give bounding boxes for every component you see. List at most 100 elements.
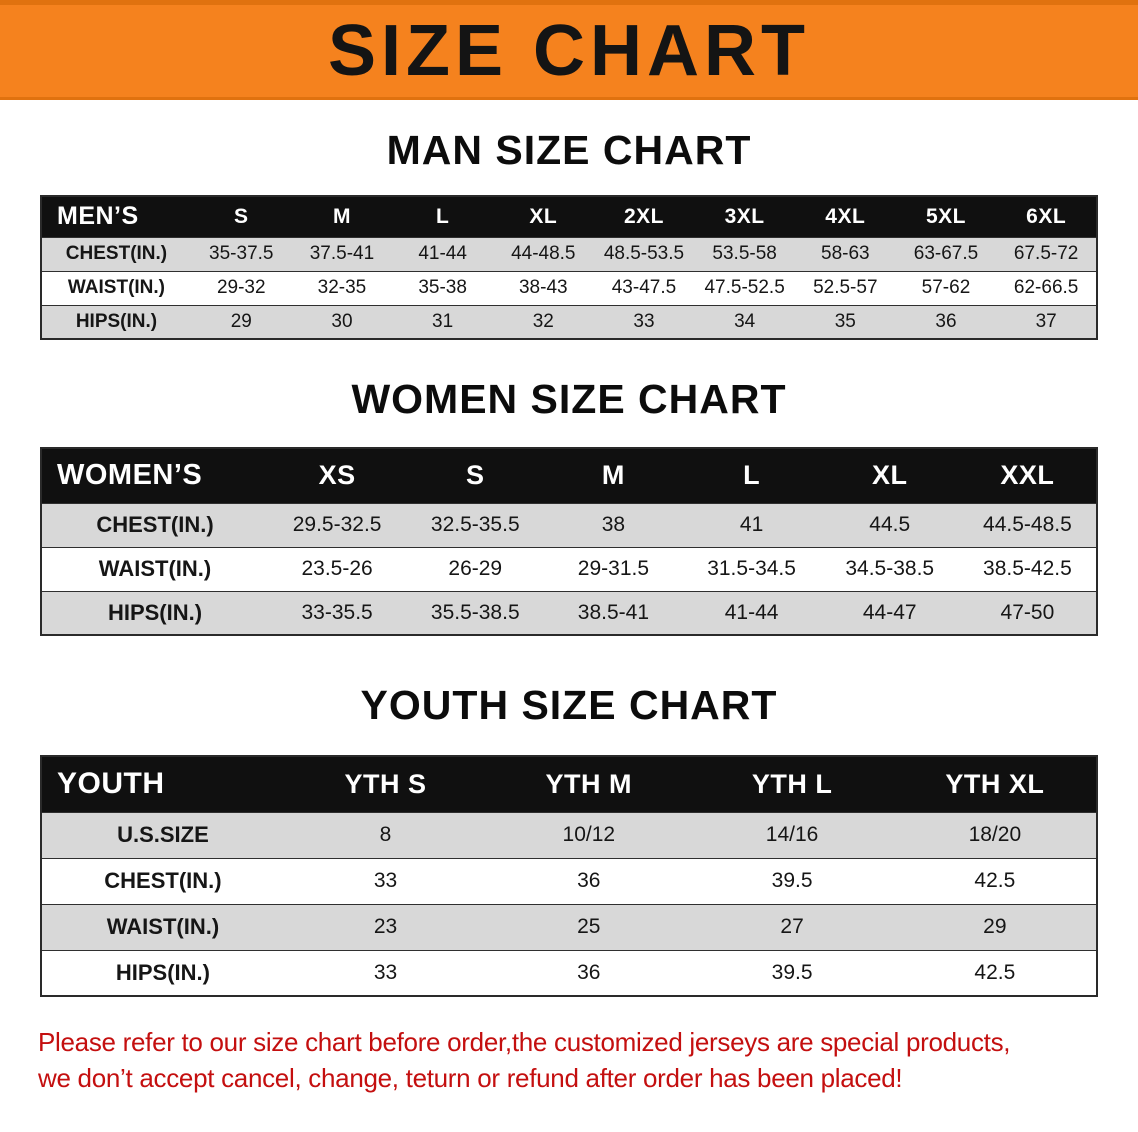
size-header-cell: XL <box>820 448 959 503</box>
men-section: MAN SIZE CHART MEN’S S M L XL 2XL 3XL 4XL 5XL 6XL… <box>0 127 1138 340</box>
size-value-cell: 37 <box>996 304 1097 339</box>
size-header-cell: YTH M <box>487 756 691 812</box>
size-value-cell: 47.5-52.5 <box>694 270 795 305</box>
size-value-cell: 30 <box>291 304 393 339</box>
size-header-cell: 4XL <box>794 196 896 237</box>
size-value-cell: 37.5-41 <box>291 236 393 271</box>
size-value-cell: 43-47.5 <box>593 270 695 305</box>
men-section-heading: MAN SIZE CHART <box>386 127 752 173</box>
size-value-cell: 52.5-57 <box>794 270 896 305</box>
row-label: HIPS(IN.) <box>41 304 191 339</box>
size-value-cell: 8 <box>283 811 488 858</box>
size-header-cell: M <box>291 196 393 237</box>
size-value-cell: 36 <box>487 857 691 904</box>
disclaimer: Please refer to our size chart before or… <box>38 1024 1100 1097</box>
size-header-cell: L <box>392 196 493 237</box>
size-header-cell: XL <box>492 196 594 237</box>
table-header-row: MEN’S S M L XL 2XL 3XL 4XL 5XL 6XL <box>41 196 1097 237</box>
row-label: U.S.SIZE <box>41 811 284 858</box>
table-row: HIPS(IN.) 29 30 31 32 33 34 35 36 37 <box>41 304 1097 339</box>
size-value-cell: 48.5-53.5 <box>593 236 695 271</box>
table-row: HIPS(IN.) 33 36 39.5 42.5 <box>41 949 1097 996</box>
size-value-cell: 26-29 <box>406 546 545 591</box>
size-header-cell: YTH S <box>283 756 488 812</box>
size-value-cell: 33-35.5 <box>268 590 407 635</box>
youth-size-table: YOUTH YTH S YTH M YTH L YTH XL U.S.SIZE 8 10/12… <box>40 755 1098 997</box>
row-label: CHEST(IN.) <box>41 857 284 904</box>
size-value-cell: 57-62 <box>895 270 997 305</box>
row-label: WAIST(IN.) <box>41 270 191 305</box>
size-value-cell: 29.5-32.5 <box>268 502 407 547</box>
row-label: CHEST(IN.) <box>41 236 191 271</box>
table-row: CHEST(IN.) 35-37.5 37.5-41 41-44 44-48.5 48.5… <box>41 236 1097 271</box>
size-value-cell: 23 <box>283 903 488 950</box>
size-value-cell: 32-35 <box>291 270 393 305</box>
table-row: HIPS(IN.) 33-35.5 35.5-38.5 38.5-41 41-44 44-… <box>41 590 1097 635</box>
size-header-cell: XS <box>268 448 407 503</box>
women-section: WOMEN SIZE CHART WOMEN’S XS S M L XL XXL CHEST(… <box>0 376 1138 636</box>
size-value-cell: 36 <box>895 304 997 339</box>
size-value-cell: 44-48.5 <box>492 236 594 271</box>
size-value-cell: 35-38 <box>392 270 493 305</box>
table-row: WAIST(IN.) 23.5-26 26-29 29-31.5 31.5-34.5 34… <box>41 546 1097 591</box>
size-value-cell: 31.5-34.5 <box>682 546 821 591</box>
size-header-cell: 3XL <box>694 196 795 237</box>
size-value-cell: 58-63 <box>794 236 896 271</box>
row-label: WAIST(IN.) <box>41 546 269 591</box>
size-value-cell: 35-37.5 <box>190 236 292 271</box>
men-size-table: MEN’S S M L XL 2XL 3XL 4XL 5XL 6XL CHEST(IN.) 35-37… <box>40 195 1098 340</box>
size-header-cell: 2XL <box>593 196 695 237</box>
table-row: WAIST(IN.) 29-32 32-35 35-38 38-43 43-47.5 47.… <box>41 270 1097 305</box>
table-title-cell: MEN’S <box>41 196 191 237</box>
size-value-cell: 42.5 <box>893 857 1097 904</box>
disclaimer-line-2: we don’t accept cancel, change, teturn o… <box>38 1063 903 1094</box>
table-row: CHEST(IN.) 33 36 39.5 42.5 <box>41 857 1097 904</box>
size-header-cell: 6XL <box>996 196 1097 237</box>
size-value-cell: 27 <box>690 903 894 950</box>
row-label: WAIST(IN.) <box>41 903 284 950</box>
size-chart-banner: SIZE CHART <box>0 0 1138 100</box>
table-title-cell: YOUTH <box>41 756 284 812</box>
size-value-cell: 14/16 <box>690 811 894 858</box>
size-value-cell: 47-50 <box>958 590 1097 635</box>
size-value-cell: 31 <box>392 304 493 339</box>
row-label: HIPS(IN.) <box>41 590 269 635</box>
size-value-cell: 34 <box>694 304 795 339</box>
size-value-cell: 39.5 <box>690 857 894 904</box>
size-value-cell: 23.5-26 <box>268 546 407 591</box>
size-header-cell: M <box>544 448 683 503</box>
size-value-cell: 29 <box>190 304 292 339</box>
table-row: U.S.SIZE 8 10/12 14/16 18/20 <box>41 811 1097 858</box>
table-header-row: WOMEN’S XS S M L XL XXL <box>41 448 1097 503</box>
banner-title: SIZE CHART <box>328 11 810 91</box>
women-size-table: WOMEN’S XS S M L XL XXL CHEST(IN.) 29.5-32.5 32.5… <box>40 447 1098 636</box>
women-section-heading: WOMEN SIZE CHART <box>351 376 787 422</box>
size-header-cell: S <box>406 448 545 503</box>
size-value-cell: 36 <box>487 949 691 996</box>
size-value-cell: 32 <box>492 304 594 339</box>
disclaimer-line-1: Please refer to our size chart before or… <box>38 1027 1011 1057</box>
size-value-cell: 29-31.5 <box>544 546 683 591</box>
size-value-cell: 32.5-35.5 <box>406 502 545 547</box>
size-value-cell: 18/20 <box>893 811 1097 858</box>
size-header-cell: YTH XL <box>893 756 1097 812</box>
size-value-cell: 38.5-41 <box>544 590 683 635</box>
row-label: HIPS(IN.) <box>41 949 284 996</box>
size-value-cell: 29 <box>893 903 1097 950</box>
table-row: CHEST(IN.) 29.5-32.5 32.5-35.5 38 41 44.5 44.5… <box>41 502 1097 547</box>
size-value-cell: 25 <box>487 903 691 950</box>
table-header-row: YOUTH YTH S YTH M YTH L YTH XL <box>41 756 1097 812</box>
size-header-cell: L <box>682 448 821 503</box>
size-value-cell: 44.5 <box>820 502 959 547</box>
size-value-cell: 53.5-58 <box>694 236 795 271</box>
row-label: CHEST(IN.) <box>41 502 269 547</box>
size-value-cell: 38.5-42.5 <box>958 546 1097 591</box>
youth-section-heading: YOUTH SIZE CHART <box>360 682 778 728</box>
size-value-cell: 33 <box>283 949 488 996</box>
size-value-cell: 41 <box>682 502 821 547</box>
size-value-cell: 35.5-38.5 <box>406 590 545 635</box>
size-value-cell: 39.5 <box>690 949 894 996</box>
size-value-cell: 10/12 <box>487 811 691 858</box>
size-value-cell: 29-32 <box>190 270 292 305</box>
size-value-cell: 44.5-48.5 <box>958 502 1097 547</box>
